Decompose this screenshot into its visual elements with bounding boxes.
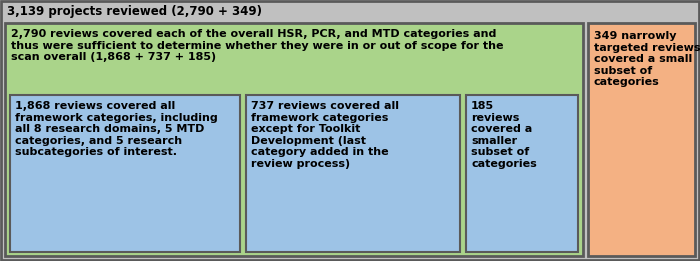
Text: 3,139 projects reviewed (2,790 + 349): 3,139 projects reviewed (2,790 + 349)	[7, 5, 262, 18]
Bar	[10, 95, 240, 252]
Text: 349 narrowly
targeted reviews
covered a small
subset of
categories: 349 narrowly targeted reviews covered a …	[594, 31, 700, 87]
Text: 2,790 reviews covered each of the overall HSR, PCR, and MTD categories and
thus : 2,790 reviews covered each of the overal…	[11, 29, 503, 62]
Text: 1,868 reviews covered all
framework categories, including
all 8 research domains: 1,868 reviews covered all framework cate…	[15, 101, 218, 157]
Text: 185
reviews
covered a
smaller
subset of
categories: 185 reviews covered a smaller subset of …	[471, 101, 537, 169]
Text: 737 reviews covered all
framework categories
except for Toolkit
Development (las: 737 reviews covered all framework catego…	[251, 101, 399, 169]
Bar	[466, 95, 578, 252]
Bar	[5, 23, 583, 256]
Bar	[246, 95, 460, 252]
Bar	[588, 23, 695, 256]
